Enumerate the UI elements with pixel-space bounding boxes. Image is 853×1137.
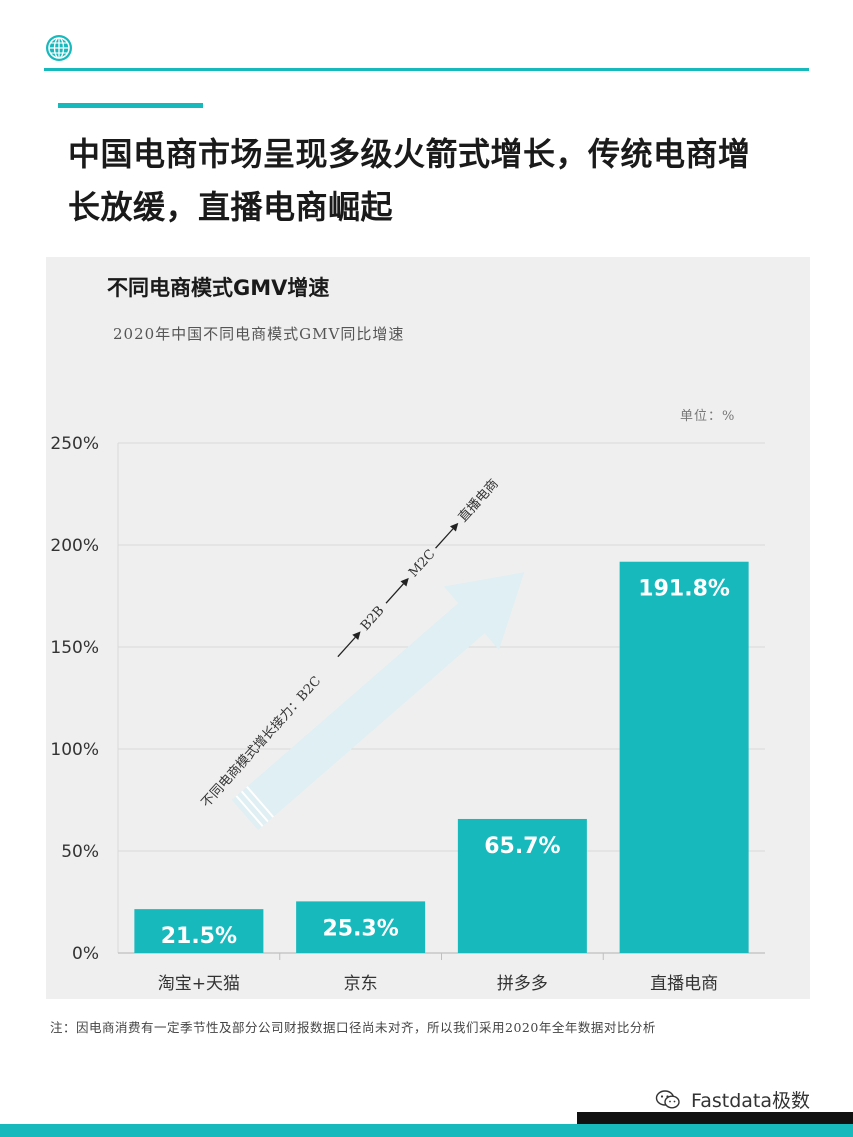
- growth-arrow-annotation: 不同电商模式增长接力：B2C B2B M2C 直播电商: [198, 477, 525, 831]
- annotation-stage-3: M2C: [406, 547, 438, 581]
- y-tick-label: 150%: [50, 638, 99, 658]
- y-tick-label: 100%: [50, 740, 99, 760]
- bar-value-label: 191.8%: [638, 577, 730, 602]
- chart-subtitle: 2020年中国不同电商模式GMV同比增速: [113, 325, 405, 343]
- unit-label: 单位：%: [680, 409, 736, 424]
- x-category-label: 直播电商: [650, 974, 718, 994]
- y-tick-label: 0%: [72, 944, 99, 964]
- page-headline: 中国电商市场呈现多级火箭式增长，传统电商增 长放缓，直播电商崛起: [68, 128, 808, 234]
- watermark-text: Fastdata极数: [691, 1090, 811, 1112]
- bar-value-label: 25.3%: [322, 916, 398, 941]
- y-tick-label: 200%: [50, 536, 99, 556]
- x-category-label: 京东: [344, 974, 378, 994]
- x-category-label: 淘宝+天猫: [158, 974, 240, 994]
- footer-bar-dark: [577, 1112, 853, 1126]
- bar: [619, 561, 749, 953]
- title-accent-bar: [58, 103, 203, 108]
- wechat-icon: [655, 1089, 680, 1109]
- bar-value-label: 65.7%: [484, 834, 560, 859]
- y-tick-label: 250%: [50, 434, 99, 454]
- globe-icon: [46, 35, 72, 61]
- bar: [296, 901, 426, 953]
- headline-line-2: 长放缓，直播电商崛起: [68, 188, 394, 226]
- y-tick-label: 50%: [61, 842, 99, 862]
- footer-bar-accent: [0, 1124, 853, 1137]
- annotation-stage-2: B2B: [358, 603, 387, 633]
- growth-arrow: [231, 572, 525, 831]
- bar: [457, 818, 587, 953]
- bar-value-label: 21.5%: [161, 924, 237, 949]
- header-divider: [44, 68, 809, 71]
- x-category-label: 拼多多: [497, 974, 548, 994]
- watermark: Fastdata极数: [655, 1086, 810, 1113]
- footnote: 注：因电商消费有一定季节性及部分公司财报数据口径尚未对齐，所以我们采用2020年…: [50, 1020, 656, 1035]
- annotation-stage-4: 直播电商: [456, 477, 502, 526]
- bar: [134, 909, 264, 953]
- headline-line-1: 中国电商市场呈现多级火箭式增长，传统电商增: [68, 135, 751, 173]
- chart-title: 不同电商模式GMV增速: [107, 276, 330, 300]
